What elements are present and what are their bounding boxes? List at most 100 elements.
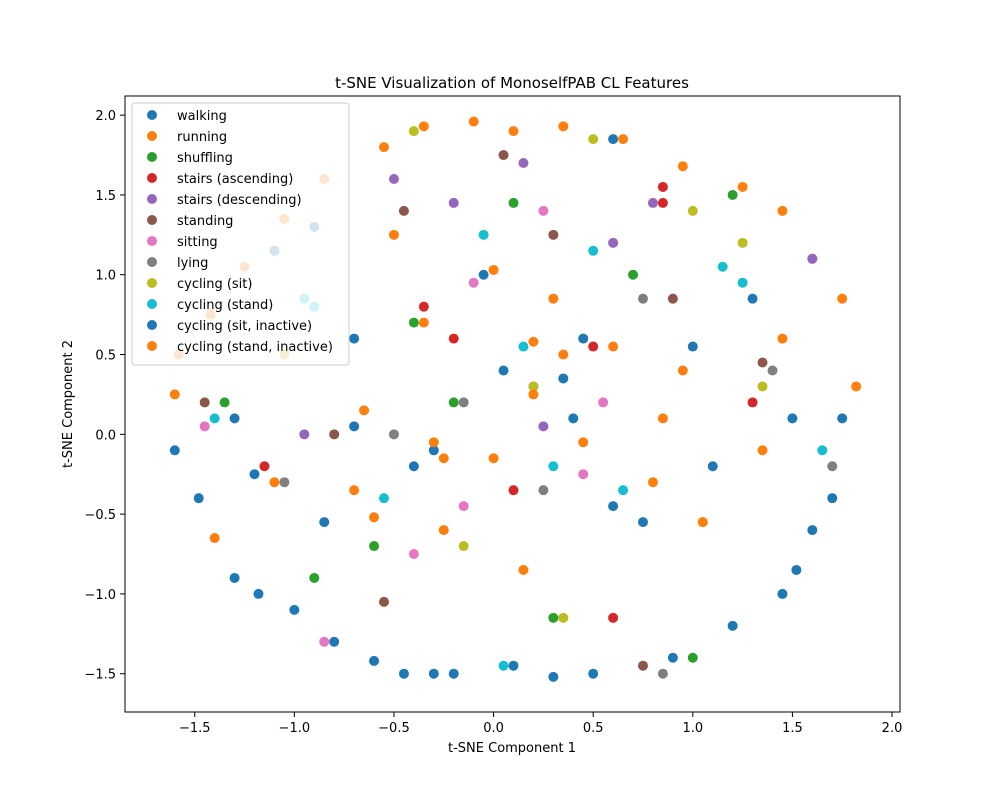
y-tick-label: 0.5	[95, 349, 116, 364]
legend-label: sitting	[177, 235, 218, 250]
legend-label: cycling (stand)	[177, 298, 273, 313]
legend-marker	[147, 215, 157, 225]
data-point	[637, 293, 648, 304]
x-tick-label: −0.5	[378, 721, 410, 736]
y-tick-label: 0.0	[95, 428, 116, 443]
legend-label: lying	[177, 256, 208, 271]
legend-label: walking	[177, 109, 227, 124]
data-point	[458, 541, 469, 552]
data-point	[817, 445, 828, 456]
data-point	[687, 341, 698, 352]
data-point	[558, 349, 569, 360]
x-tick-label: −1.5	[179, 721, 211, 736]
data-point	[618, 485, 629, 496]
data-point	[349, 485, 360, 496]
data-point	[488, 264, 499, 275]
data-point	[438, 453, 449, 464]
data-point	[558, 612, 569, 623]
data-point	[807, 525, 818, 536]
data-point	[837, 413, 848, 424]
y-axis: −1.5 −1.0 −0.5 0.0 0.5 1.0 1.5 2.0	[84, 109, 125, 683]
data-point	[299, 429, 310, 440]
data-point	[498, 150, 509, 161]
data-point	[667, 293, 678, 304]
data-point	[199, 421, 210, 432]
legend-box	[131, 102, 350, 366]
data-point	[199, 397, 210, 408]
data-point	[608, 237, 619, 248]
data-point	[498, 365, 509, 376]
data-point	[488, 453, 499, 464]
data-point	[428, 668, 439, 679]
data-point	[827, 493, 838, 504]
data-point	[408, 461, 419, 472]
data-point	[628, 269, 639, 280]
data-point	[548, 229, 559, 240]
data-point	[269, 477, 280, 488]
x-tick-label: 1.0	[682, 721, 703, 736]
data-point	[697, 517, 708, 528]
data-point	[209, 533, 220, 544]
legend-label: cycling (stand, inactive)	[177, 340, 333, 355]
data-point	[448, 333, 459, 344]
points-layer	[169, 116, 862, 682]
x-tick-label: 2.0	[882, 721, 903, 736]
legend-label: stairs (ascending)	[177, 172, 293, 187]
data-point	[657, 181, 668, 192]
data-point	[647, 197, 658, 208]
data-point	[791, 564, 802, 575]
legend-marker	[147, 278, 157, 288]
data-point	[528, 381, 539, 392]
data-point	[349, 333, 360, 344]
data-point	[398, 668, 409, 679]
data-point	[438, 525, 449, 536]
legend-label: shuffling	[177, 151, 233, 166]
data-point	[329, 636, 340, 647]
data-point	[418, 317, 429, 328]
legend-marker	[147, 152, 157, 162]
y-tick-label: 2.0	[95, 109, 116, 124]
data-point	[851, 381, 862, 392]
legend-marker	[147, 194, 157, 204]
data-point	[349, 421, 360, 432]
data-point	[518, 341, 529, 352]
data-point	[727, 620, 738, 631]
data-point	[169, 389, 180, 400]
data-point	[657, 197, 668, 208]
data-point	[707, 461, 718, 472]
data-point	[478, 269, 489, 280]
data-point	[498, 660, 509, 671]
data-point	[608, 134, 619, 145]
data-point	[528, 336, 539, 347]
data-point	[608, 341, 619, 352]
data-point	[827, 461, 838, 472]
data-point	[837, 293, 848, 304]
data-point	[608, 612, 619, 623]
data-point	[329, 429, 340, 440]
data-point	[369, 512, 380, 523]
legend-marker	[147, 299, 157, 309]
legend-marker	[147, 257, 157, 267]
data-point	[558, 373, 569, 384]
data-point	[193, 493, 204, 504]
data-point	[448, 668, 459, 679]
data-point	[737, 277, 748, 288]
data-point	[378, 596, 389, 607]
legend-label: standing	[177, 214, 233, 229]
data-point	[548, 671, 559, 682]
data-point	[568, 413, 579, 424]
data-point	[757, 445, 768, 456]
data-point	[253, 588, 264, 599]
data-point	[578, 437, 589, 448]
data-point	[737, 237, 748, 248]
data-point	[369, 541, 380, 552]
legend-marker	[147, 236, 157, 246]
data-point	[717, 261, 728, 272]
data-point	[548, 293, 559, 304]
data-point	[378, 493, 389, 504]
data-point	[448, 197, 459, 208]
data-point	[249, 469, 260, 480]
data-point	[359, 405, 370, 416]
data-point	[468, 277, 479, 288]
